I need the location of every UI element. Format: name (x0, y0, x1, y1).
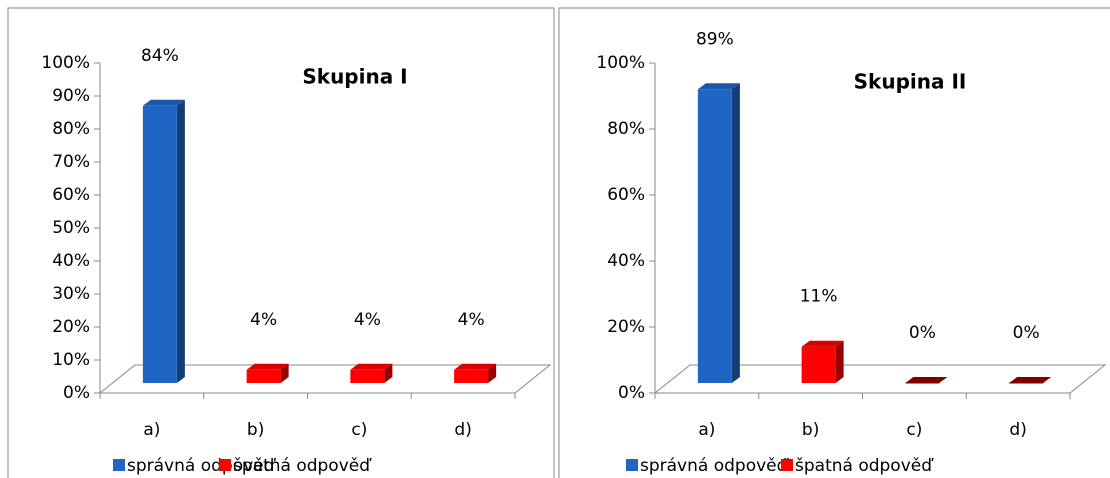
bar-top (454, 363, 497, 370)
value-label: 4% (250, 310, 277, 330)
bar (801, 346, 836, 383)
bar-group (1009, 377, 1052, 384)
y-tick-label: 20% (607, 317, 645, 337)
y-tick-label: 40% (52, 251, 90, 271)
bar-side (731, 83, 740, 384)
bar (142, 105, 177, 384)
y-tick-label: 100% (596, 53, 645, 73)
x-tick-label: a) (143, 420, 160, 440)
value-label: 11% (800, 287, 838, 307)
value-label: 4% (354, 310, 381, 330)
bar-top (697, 83, 740, 90)
x-tick-label: a) (698, 420, 715, 440)
y-tick-label: 80% (607, 119, 645, 139)
legend-label: špatná odpověď (233, 456, 372, 476)
bar-side (488, 363, 497, 383)
y-tick-label: 80% (52, 119, 90, 139)
legend-swatch (781, 459, 793, 471)
y-tick-label: 100% (41, 53, 90, 73)
value-label: 89% (696, 29, 734, 49)
y-tick-label: 50% (52, 218, 90, 238)
legend-label: špatná odpověď (795, 456, 934, 476)
bar-group (142, 99, 185, 384)
legend-label: správná odpověď (640, 456, 790, 476)
bar-group (350, 363, 393, 383)
panel-frame (558, 7, 1110, 478)
bar-top (801, 340, 844, 347)
bar-side (835, 340, 844, 383)
bar (350, 369, 385, 383)
legend-swatch (626, 459, 638, 471)
chart-title: Skupina II (854, 70, 967, 94)
value-label: 0% (909, 323, 936, 343)
bar-group (246, 363, 289, 383)
x-tick-label: c) (351, 420, 367, 440)
bar-top (246, 363, 289, 370)
bar-group (454, 363, 497, 383)
bar-top (350, 363, 393, 370)
bar-side (384, 363, 393, 383)
legend-swatch (113, 459, 125, 471)
y-tick-label: 0% (618, 383, 645, 403)
bar (697, 89, 732, 384)
bar-side (280, 363, 289, 383)
legend-label: správná odpověď (127, 456, 277, 476)
bar (246, 369, 281, 383)
x-tick-label: d) (454, 420, 471, 440)
bar-top (1009, 377, 1052, 383)
y-tick-label: 60% (52, 185, 90, 205)
x-tick-label: d) (1009, 420, 1026, 440)
panel-frame (7, 7, 555, 478)
floor (98, 364, 552, 394)
value-label: 0% (1013, 323, 1040, 343)
chart-title: Skupina I (302, 65, 407, 89)
bar (454, 369, 489, 383)
value-label: 84% (141, 46, 179, 66)
y-tick-label: 30% (52, 284, 90, 304)
bar-group (905, 377, 948, 384)
y-tick-label: 60% (607, 185, 645, 205)
x-tick-label: b) (802, 420, 819, 440)
y-tick-label: 20% (52, 317, 90, 337)
y-tick-label: 90% (52, 86, 90, 106)
bar-side (176, 99, 185, 384)
bar-top (142, 99, 185, 106)
y-tick-label: 0% (63, 383, 90, 403)
x-tick-label: b) (247, 420, 264, 440)
y-tick-label: 70% (52, 152, 90, 172)
floor (653, 364, 1107, 394)
value-label: 4% (458, 310, 485, 330)
bar-group (801, 340, 844, 383)
bar-top (905, 377, 948, 383)
x-tick-label: c) (906, 420, 922, 440)
y-tick-label: 10% (52, 350, 90, 370)
y-tick-label: 40% (607, 251, 645, 271)
legend-swatch (219, 459, 231, 471)
bar-group (697, 83, 740, 384)
